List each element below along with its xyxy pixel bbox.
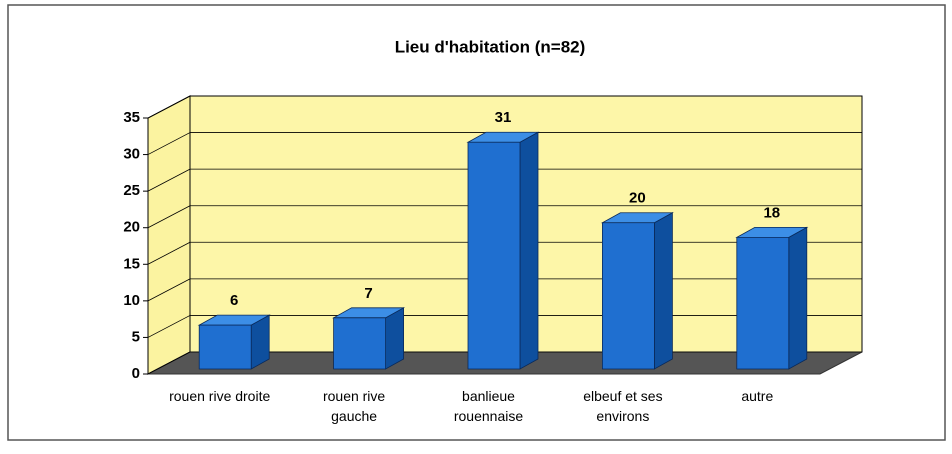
bar-front: [736, 236, 790, 370]
x-tick-label: elbeuf et ses environs: [583, 388, 663, 424]
bar-side: [654, 212, 673, 370]
y-tick-label: 30: [123, 146, 140, 163]
grid-line: [147, 132, 191, 155]
grid-line: [147, 168, 191, 192]
grid-line: [147, 241, 191, 265]
grid-line: [147, 315, 191, 338]
bar: [466, 131, 540, 370]
bar-side: [385, 307, 405, 370]
bar-front: [333, 317, 387, 370]
x-tick-label: rouen rive droite: [169, 388, 271, 404]
bar: [332, 307, 406, 370]
bar: [600, 212, 674, 370]
y-tick-label: 35: [123, 109, 140, 126]
y-tick-label: 25: [123, 182, 140, 199]
y-tick-label: 20: [123, 219, 140, 236]
grid-line: [147, 278, 191, 302]
bar-front: [198, 324, 252, 370]
value-label: 31: [495, 109, 512, 126]
bar-front: [467, 141, 521, 370]
value-label: 20: [629, 190, 646, 207]
value-label: 18: [763, 204, 780, 221]
y-tick-label: 5: [132, 328, 140, 345]
bar-side: [519, 131, 539, 370]
bar-side: [788, 226, 808, 370]
x-tick-label: banlieue rouennaise: [453, 388, 524, 424]
grid-line: [147, 351, 191, 375]
x-tick-label: rouen rive gauche: [322, 388, 386, 424]
y-tick-label: 0: [132, 365, 140, 382]
y-tick-label: 10: [123, 292, 140, 309]
bar: [197, 314, 271, 370]
grid-line: [147, 95, 191, 119]
side-wall: [147, 95, 191, 375]
bar: [735, 226, 809, 370]
x-tick-label: autre: [741, 388, 774, 404]
bar-front: [602, 222, 655, 370]
grid-line: [147, 205, 191, 229]
y-tick-label: 15: [123, 255, 140, 272]
chart-title: Lieu d'habitation (n=82): [395, 37, 586, 56]
value-label: 7: [364, 285, 372, 302]
value-label: 6: [230, 292, 238, 309]
